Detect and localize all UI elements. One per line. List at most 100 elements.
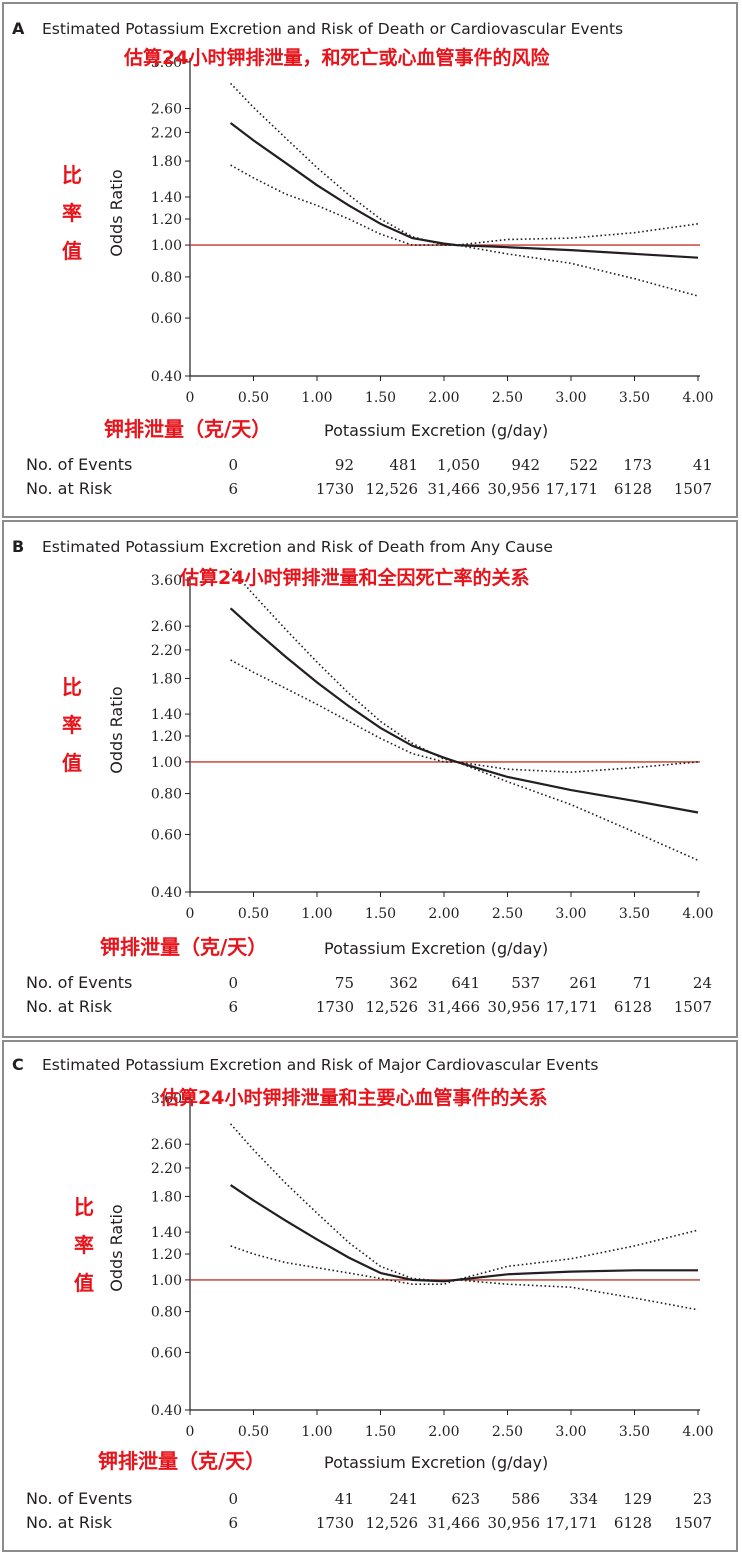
events-cell: 1,050 (437, 456, 480, 474)
x-tick-label: 1.00 (301, 906, 332, 922)
y-tick-label: 3.60 (151, 573, 182, 589)
at-risk-cell: 31,466 (428, 480, 481, 498)
x-tick-label: 1.50 (365, 906, 396, 922)
odds-ratio-curve (229, 607, 699, 814)
y-tick-label: 2.20 (151, 125, 182, 141)
at-risk-cell: 6128 (614, 1514, 652, 1532)
x-axis-label: Potassium Excretion (g/day) (324, 421, 548, 440)
y-tick-label: 2.60 (151, 619, 182, 635)
chart-a-svg: A Estimated Potassium Excretion and Risk … (12, 19, 714, 498)
panel-letter: C (12, 1055, 24, 1074)
y-tick-label: 0.40 (151, 885, 182, 901)
x-axis-label: Potassium Excretion (g/day) (324, 939, 548, 958)
events-cell: 0 (228, 456, 238, 474)
at-risk-cell: 6 (228, 998, 238, 1016)
x-tick-label: 2.00 (428, 906, 459, 922)
x-tick-label: 3.50 (619, 906, 650, 922)
y-tick-label: 0.40 (151, 1403, 182, 1419)
y-tick-label: 1.20 (151, 729, 182, 745)
at-risk-cell: 12,526 (366, 480, 419, 498)
x-tick-label: 0.50 (238, 1424, 269, 1440)
events-cell: 71 (633, 974, 652, 992)
at-risk-cell: 17,171 (546, 480, 599, 498)
x-axis-label-cn: 钾排泄量（克/天） (98, 1449, 265, 1473)
at-risk-row-label: No. at Risk (26, 1513, 113, 1532)
chart-panel-a: A Estimated Potassium Excretion and Risk … (2, 2, 738, 518)
events-cell: 241 (389, 1490, 418, 1508)
x-tick-label: 0.50 (238, 390, 269, 406)
x-tick-label: 1.50 (365, 390, 396, 406)
y-tick-label: 2.20 (151, 643, 182, 659)
x-tick-label: 4.00 (682, 390, 713, 406)
y-axis-label-cn-char: 值 (62, 751, 82, 775)
at-risk-cell: 31,466 (428, 998, 481, 1016)
y-tick-label: 0.80 (151, 270, 182, 286)
at-risk-cell: 6 (228, 480, 238, 498)
events-cell: 537 (511, 974, 540, 992)
events-cell: 623 (451, 1490, 480, 1508)
y-axis-label-cn-char: 率 (62, 201, 82, 225)
y-tick-label: 0.80 (151, 1305, 182, 1321)
x-tick-label: 3.50 (619, 390, 650, 406)
y-tick-label: 1.80 (151, 154, 182, 170)
x-tick-label: 0 (186, 1424, 195, 1440)
x-tick-label: 0.50 (238, 906, 269, 922)
events-cell: 586 (511, 1490, 540, 1508)
at-risk-cell: 17,171 (546, 998, 599, 1016)
y-axis-label-cn-char: 值 (74, 1271, 94, 1295)
events-cell: 92 (335, 456, 354, 474)
x-tick-label: 1.00 (301, 390, 332, 406)
events-cell: 0 (228, 1490, 238, 1508)
x-tick-label: 2.00 (428, 1424, 459, 1440)
at-risk-cell: 1507 (674, 998, 712, 1016)
at-risk-cell: 30,956 (488, 998, 541, 1016)
chart-title-cn: 估算24小时钾排泄量，和死亡或心血管事件的风险 (123, 46, 550, 69)
x-tick-label: 2.50 (492, 390, 523, 406)
x-tick-label: 2.00 (428, 390, 459, 406)
at-risk-cell: 12,526 (366, 1514, 419, 1532)
at-risk-cell: 1730 (316, 998, 354, 1016)
at-risk-cell: 30,956 (488, 480, 541, 498)
at-risk-cell: 6128 (614, 480, 652, 498)
events-row-label: No. of Events (26, 455, 132, 474)
panel-letter: A (12, 19, 25, 38)
y-tick-label: 0.60 (151, 1345, 182, 1361)
x-tick-label: 3.50 (619, 1424, 650, 1440)
y-tick-label: 2.60 (151, 102, 182, 118)
chart-title: Estimated Potassium Excretion and Risk o… (42, 20, 623, 38)
chart-b-svg: B Estimated Potassium Excretion and Risk … (12, 537, 714, 1016)
y-tick-label: 1.40 (151, 190, 182, 206)
x-tick-label: 2.50 (492, 906, 523, 922)
events-cell: 75 (335, 974, 354, 992)
y-axis-label-cn-char: 率 (62, 713, 82, 737)
y-tick-label: 1.00 (151, 755, 182, 771)
x-tick-label: 0 (186, 906, 195, 922)
x-tick-label: 4.00 (682, 906, 713, 922)
y-tick-label: 0.40 (151, 369, 182, 385)
y-tick-label: 1.00 (151, 1273, 182, 1289)
at-risk-cell: 17,171 (546, 1514, 599, 1532)
y-axis-label-cn-char: 比 (62, 163, 82, 187)
chart-title: Estimated Potassium Excretion and Risk o… (42, 538, 553, 556)
events-cell: 334 (569, 1490, 598, 1508)
chart-panel-c: C Estimated Potassium Excretion and Risk … (2, 1040, 738, 1552)
confidence-band-line (230, 659, 699, 862)
x-axis-label-cn: 钾排泄量（克/天） (100, 935, 267, 959)
odds-ratio-curve (229, 1184, 698, 1283)
at-risk-cell: 1507 (674, 1514, 712, 1532)
x-tick-label: 3.00 (555, 390, 586, 406)
y-axis-label-cn-char: 率 (74, 1233, 94, 1257)
events-cell: 24 (693, 974, 712, 992)
events-cell: 41 (335, 1490, 354, 1508)
y-tick-label: 3.60 (151, 1091, 182, 1107)
events-cell: 41 (693, 456, 712, 474)
events-cell: 481 (389, 456, 418, 474)
y-tick-label: 1.40 (151, 707, 182, 723)
confidence-band-line (230, 82, 699, 246)
x-tick-label: 1.00 (301, 1424, 332, 1440)
x-tick-label: 3.00 (555, 906, 586, 922)
y-axis-label: Odds Ratio (107, 686, 126, 773)
events-cell: 0 (228, 974, 238, 992)
events-cell: 942 (511, 456, 540, 474)
confidence-band-line (230, 1245, 699, 1311)
